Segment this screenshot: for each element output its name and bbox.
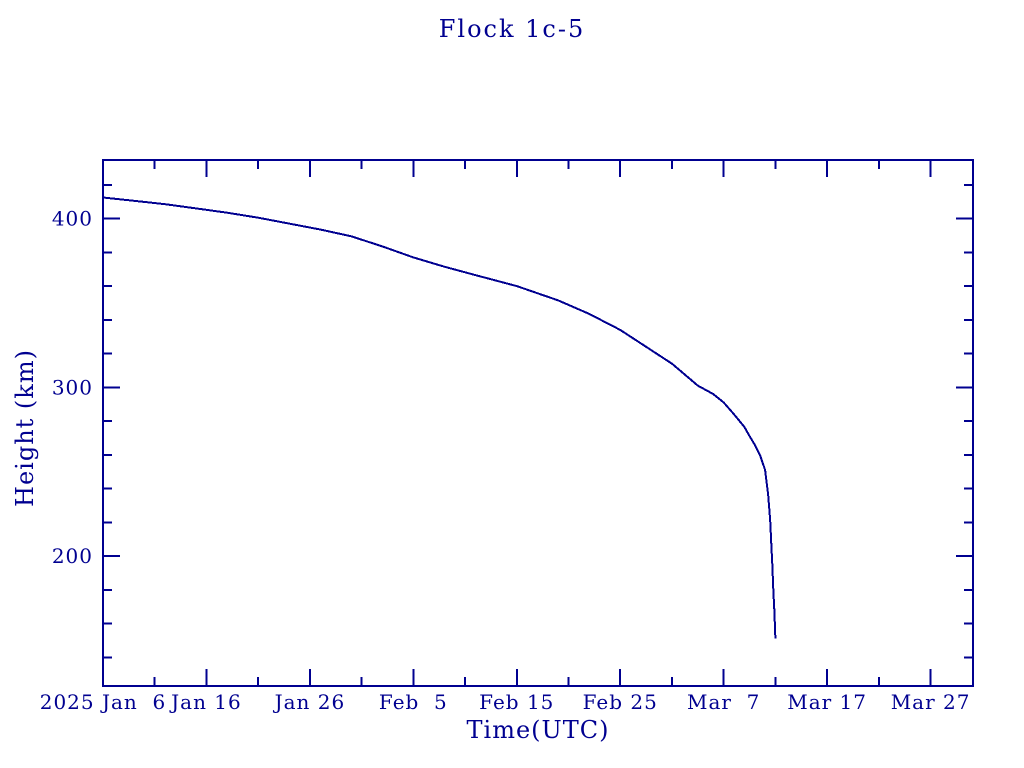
x-tick-label: Mar 27 <box>891 690 971 714</box>
x-tick-label: Jan 16 <box>169 690 242 714</box>
y-tick-label: 400 <box>52 207 93 231</box>
y-tick-label: 300 <box>52 375 93 399</box>
x-tick-label: Mar 17 <box>787 690 867 714</box>
x-axis-title: Time(UTC) <box>466 716 610 744</box>
x-tick-label: Feb 5 <box>379 690 448 714</box>
x-tick-label: Feb 25 <box>583 690 658 714</box>
x-tick-label: 2025 Jan 6 <box>40 690 167 714</box>
x-tick-label: Feb 15 <box>479 690 554 714</box>
x-tick-label: Jan 26 <box>273 690 346 714</box>
decay-curve <box>102 196 777 639</box>
x-tick-label: Mar 7 <box>687 690 760 714</box>
y-axis-title: Height (km) <box>11 349 39 507</box>
y-tick-label: 200 <box>52 544 93 568</box>
plot-frame <box>102 159 974 687</box>
chart-title: Flock 1c-5 <box>438 15 586 43</box>
